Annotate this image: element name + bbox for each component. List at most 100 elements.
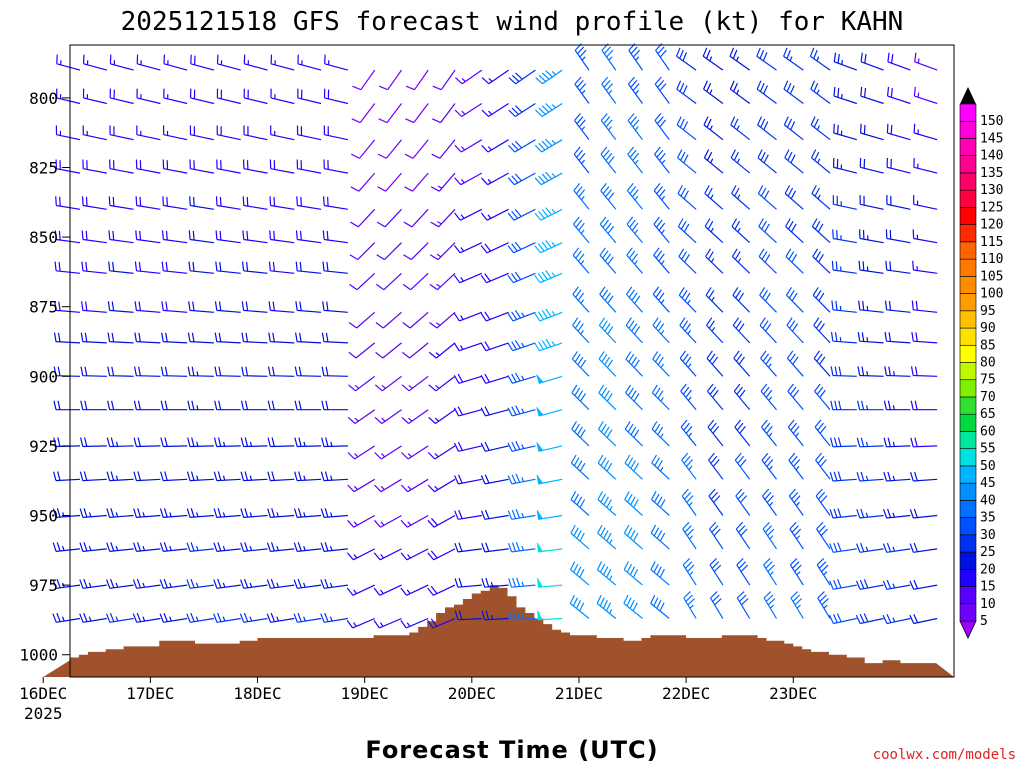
wind-barb [243, 125, 268, 141]
colorbar-label: 90 [980, 321, 996, 336]
wind-barb [913, 86, 938, 105]
colorbar-swatch [959, 327, 977, 346]
colorbar-label: 55 [980, 442, 996, 457]
wind-barb [453, 342, 482, 352]
wind-barb [136, 125, 161, 141]
wind-barb [682, 521, 697, 550]
wind-barb [572, 247, 590, 274]
wind-barb [598, 351, 617, 377]
wind-barb [736, 557, 751, 586]
colorbar-swatch [959, 396, 977, 415]
colorbar-swatch [959, 413, 977, 432]
colorbar-swatch [959, 241, 977, 260]
wind-barb [623, 561, 643, 586]
wind-barb [650, 491, 670, 516]
wind-barb [886, 157, 911, 174]
wind-barb [732, 287, 751, 313]
wind-barb [815, 452, 831, 480]
wind-barb [347, 478, 376, 493]
wind-barb [270, 54, 295, 71]
colorbar-label: 85 [980, 338, 996, 353]
wind-barb [133, 400, 161, 411]
wind-barb [159, 578, 188, 589]
wind-barb [188, 261, 214, 274]
wind-barb [159, 542, 188, 552]
wind-barb [241, 332, 268, 344]
wind-barb [402, 272, 429, 291]
wind-barb [54, 230, 81, 244]
wind-barb [708, 488, 724, 516]
colorbar-swatch [959, 207, 977, 225]
wind-barb [186, 508, 214, 518]
colorbar-label: 65 [980, 407, 996, 422]
wind-barb [161, 301, 188, 313]
wind-barb [832, 229, 857, 244]
wind-barb-flag [536, 474, 544, 485]
wind-barb [375, 272, 402, 291]
wind-barb [213, 542, 241, 552]
wind-barb [454, 542, 482, 553]
wind-barb [347, 514, 375, 528]
wind-barb [830, 437, 857, 448]
wind-barb [480, 242, 509, 254]
wind-barb [400, 548, 429, 561]
wind-barb [213, 508, 241, 518]
wind-barb [534, 138, 563, 153]
wind-barb [187, 332, 214, 344]
wind-barb [270, 125, 295, 141]
wind-barb [833, 157, 857, 174]
wind-barb [833, 52, 858, 71]
wind-barb [162, 196, 188, 210]
wind-barb [534, 240, 563, 254]
plot-frame [69, 44, 955, 678]
wind-barb [430, 172, 456, 192]
wind-barb [108, 230, 134, 244]
wind-barb [831, 300, 857, 313]
wind-barb [190, 88, 215, 105]
x-axis-title: Forecast Time (UTC) [365, 736, 658, 764]
wind-barb [401, 409, 429, 424]
chart-title: 2025121518 GFS forecast wind profile (kt… [121, 7, 904, 37]
colorbar-swatch [959, 362, 977, 381]
wind-barb [911, 300, 938, 313]
wind-barb [132, 578, 161, 589]
wind-barb [859, 157, 884, 174]
wind-barb [859, 195, 884, 210]
wind-barb [709, 521, 724, 550]
wind-barb [910, 366, 938, 377]
colorbar-swatch [959, 276, 977, 294]
wind-barb [239, 612, 268, 623]
wind-barb [736, 591, 751, 619]
colorbar-swatch [959, 568, 977, 587]
wind-barb [188, 230, 214, 244]
wind-barb [757, 185, 777, 210]
wind-barb [377, 172, 402, 192]
wind-barb [912, 229, 938, 244]
wind-barb [597, 524, 617, 550]
wind-barb [703, 149, 724, 174]
wind-barb [508, 139, 536, 153]
wind-barb [297, 54, 322, 71]
wind-barb [401, 375, 429, 392]
wind-barb [107, 366, 134, 377]
wind-barb [323, 159, 349, 174]
wind-barb [885, 260, 911, 274]
wind-barb [427, 548, 456, 561]
wind-barb [240, 542, 268, 552]
wind-barb [267, 400, 295, 411]
wind-barb [814, 419, 831, 447]
wind-barb [507, 509, 536, 520]
wind-barb [571, 421, 590, 447]
wind-barb [787, 383, 804, 411]
wind-barb [833, 86, 857, 105]
wind-barb [346, 584, 375, 596]
wind-barb [160, 400, 188, 411]
wind-barb [215, 230, 241, 244]
colorbar-swatch [959, 431, 977, 449]
wind-barb [571, 384, 590, 411]
wind-barb [600, 146, 617, 174]
wind-barb [161, 261, 188, 274]
wind-barb [269, 159, 295, 174]
wind-barb [508, 577, 536, 588]
wind-barb [730, 149, 751, 174]
